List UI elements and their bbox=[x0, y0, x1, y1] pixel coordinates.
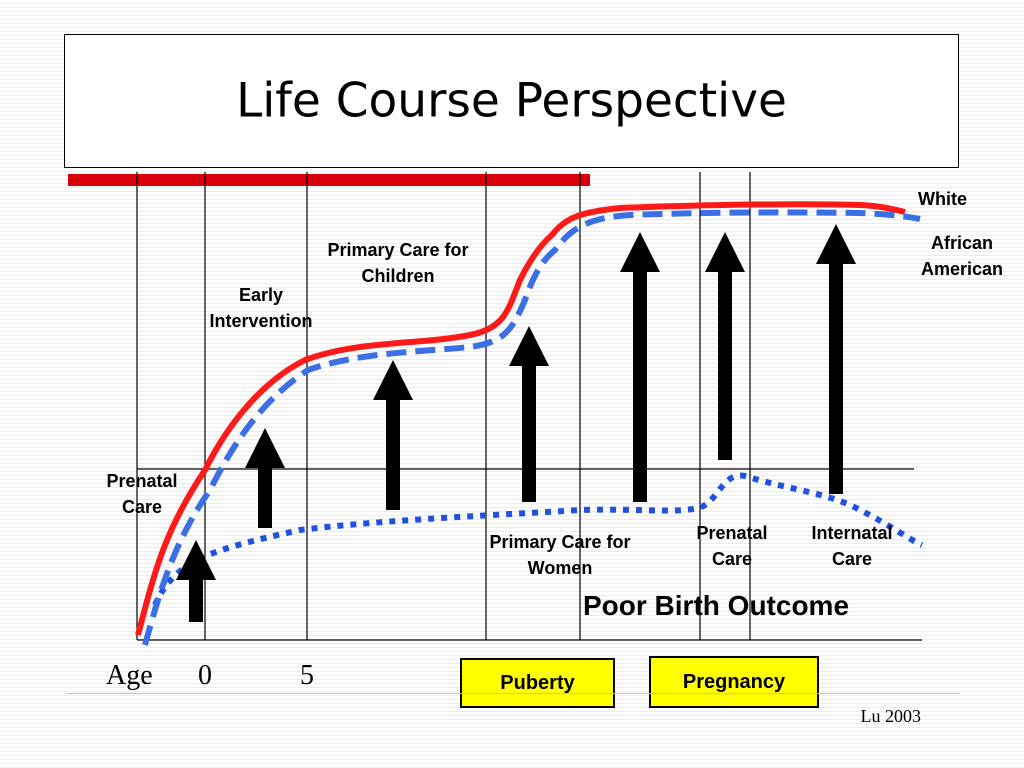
footer-divider bbox=[66, 693, 960, 694]
axis-label-age: Age bbox=[106, 660, 153, 691]
african-american-curve bbox=[142, 209, 921, 646]
label-early-intervention: Early Intervention bbox=[209, 285, 313, 331]
label-internatal-care: Internatal Care bbox=[811, 523, 893, 569]
arrow-up-icon bbox=[373, 360, 413, 510]
arrow-up-icon bbox=[245, 428, 285, 528]
label-prenatal-care-2: Prenatal Care bbox=[696, 523, 768, 569]
page-title: Life Course Perspective bbox=[236, 73, 787, 129]
label-primary-care-children: Primary Care for Children bbox=[327, 240, 469, 286]
legend-african-american: African American bbox=[920, 233, 1004, 279]
arrows bbox=[176, 224, 856, 622]
arrow-up-icon bbox=[509, 326, 549, 502]
axis-tick-0: 0 bbox=[198, 660, 212, 691]
arrow-up-icon bbox=[816, 224, 856, 494]
label-prenatal-care: Prenatal Care bbox=[106, 471, 178, 517]
stage-pregnancy: Pregnancy bbox=[649, 656, 819, 708]
title-box: Life Course Perspective bbox=[64, 34, 959, 168]
citation: Lu 2003 bbox=[860, 706, 922, 726]
legend-white: White bbox=[918, 189, 967, 209]
arrow-up-icon bbox=[705, 232, 745, 460]
arrow-up-icon bbox=[620, 232, 660, 502]
title-accent-bar bbox=[68, 174, 590, 186]
white-curve bbox=[135, 201, 906, 636]
poor-outcome-curve bbox=[152, 472, 924, 607]
label-primary-care-women: Primary Care for Women bbox=[489, 532, 631, 578]
stage-puberty: Puberty bbox=[460, 658, 615, 708]
outcome-label: Poor Birth Outcome bbox=[583, 590, 850, 621]
arrow-up-icon bbox=[176, 540, 216, 622]
axis-tick-5: 5 bbox=[300, 660, 314, 691]
